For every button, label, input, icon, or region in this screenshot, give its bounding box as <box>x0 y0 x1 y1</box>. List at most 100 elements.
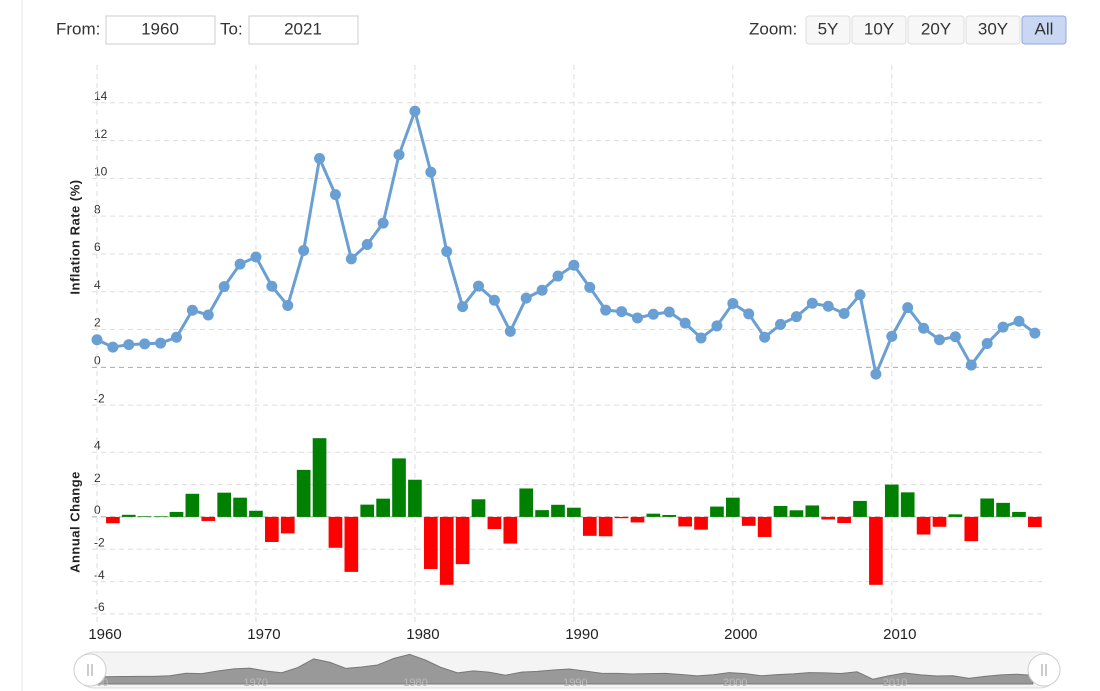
zoom-button[interactable] <box>907 15 965 45</box>
zoom-button-label[interactable]: 30Y <box>978 19 1008 38</box>
point[interactable] <box>107 341 119 353</box>
point[interactable] <box>981 338 993 350</box>
point[interactable] <box>298 245 310 257</box>
zoom-button[interactable] <box>965 15 1021 45</box>
navigator-handle[interactable] <box>1027 653 1061 687</box>
point[interactable] <box>504 325 516 337</box>
point[interactable] <box>266 280 278 292</box>
bar[interactable] <box>726 497 740 517</box>
bar[interactable] <box>630 516 645 523</box>
point[interactable] <box>123 339 135 351</box>
bar[interactable] <box>296 469 311 517</box>
bar[interactable] <box>185 493 200 517</box>
zoom-button-label[interactable]: 5Y <box>818 19 839 38</box>
point[interactable] <box>965 359 977 371</box>
bar[interactable] <box>948 514 963 517</box>
bar[interactable] <box>869 516 883 585</box>
bar[interactable] <box>265 516 279 542</box>
point[interactable] <box>441 245 453 257</box>
bar[interactable] <box>201 516 216 521</box>
bar[interactable] <box>789 510 804 517</box>
point[interactable] <box>361 239 373 250</box>
bar[interactable] <box>280 516 295 534</box>
from-input[interactable] <box>105 15 216 45</box>
bar[interactable] <box>694 516 708 530</box>
bar[interactable] <box>932 516 947 527</box>
point[interactable] <box>170 331 182 343</box>
point[interactable] <box>250 251 262 263</box>
point[interactable] <box>663 306 675 318</box>
point[interactable] <box>155 337 167 349</box>
point[interactable] <box>822 300 834 312</box>
point[interactable] <box>1029 327 1041 339</box>
bar[interactable] <box>980 498 995 517</box>
point[interactable] <box>1013 315 1025 327</box>
bar[interactable] <box>121 514 136 517</box>
point[interactable] <box>838 307 850 319</box>
bar[interactable] <box>1012 511 1026 517</box>
bar[interactable] <box>916 516 931 535</box>
point[interactable] <box>711 320 723 332</box>
bar[interactable] <box>646 513 661 517</box>
bar[interactable] <box>519 488 534 517</box>
zoom-button-label[interactable]: All <box>1035 19 1054 38</box>
point[interactable] <box>377 217 389 229</box>
point[interactable] <box>616 306 628 318</box>
bar[interactable] <box>487 516 502 530</box>
bar[interactable] <box>900 492 915 517</box>
point[interactable] <box>727 297 739 309</box>
point[interactable] <box>806 297 818 309</box>
bar[interactable] <box>996 502 1010 517</box>
point[interactable] <box>695 332 707 344</box>
bar[interactable] <box>169 511 184 517</box>
point[interactable] <box>282 300 294 312</box>
point[interactable] <box>775 318 787 330</box>
bar[interactable] <box>964 516 979 542</box>
from-value[interactable]: 1960 <box>141 19 179 38</box>
bar[interactable] <box>392 458 406 517</box>
bar[interactable] <box>312 438 327 517</box>
point[interactable] <box>647 308 659 320</box>
point[interactable] <box>600 304 612 316</box>
to-value[interactable]: 2021 <box>284 19 322 38</box>
bar[interactable] <box>328 516 343 548</box>
point[interactable] <box>314 153 326 165</box>
point[interactable] <box>425 166 437 178</box>
point[interactable] <box>949 331 961 343</box>
bar[interactable] <box>233 497 247 517</box>
bar[interactable] <box>137 516 152 517</box>
bar[interactable] <box>408 479 422 517</box>
zoom-button-label[interactable]: 10Y <box>864 19 894 38</box>
point[interactable] <box>536 284 548 296</box>
point[interactable] <box>743 308 755 320</box>
point[interactable] <box>790 311 802 323</box>
bar[interactable] <box>423 516 438 569</box>
point[interactable] <box>997 321 1009 333</box>
point[interactable] <box>186 304 198 316</box>
point[interactable] <box>409 105 421 117</box>
point[interactable] <box>759 331 771 343</box>
bar[interactable] <box>884 484 899 517</box>
bar[interactable] <box>503 516 518 544</box>
bar[interactable] <box>662 514 677 517</box>
point[interactable] <box>918 322 930 334</box>
bar[interactable] <box>821 516 836 520</box>
bar[interactable] <box>598 516 613 537</box>
point[interactable] <box>234 258 246 270</box>
point[interactable] <box>886 330 898 342</box>
bar[interactable] <box>773 505 788 517</box>
bar[interactable] <box>1028 516 1042 528</box>
point[interactable] <box>329 189 341 201</box>
point[interactable] <box>345 253 357 265</box>
bar[interactable] <box>614 516 629 519</box>
bar[interactable] <box>249 510 263 517</box>
point[interactable] <box>933 334 945 346</box>
bar[interactable] <box>344 516 359 572</box>
bar[interactable] <box>757 516 772 537</box>
point[interactable] <box>854 289 866 301</box>
point[interactable] <box>139 338 151 350</box>
bar[interactable] <box>582 516 597 536</box>
point[interactable] <box>870 368 882 380</box>
zoom-button-label[interactable]: 20Y <box>921 19 951 38</box>
bar[interactable] <box>710 506 724 517</box>
